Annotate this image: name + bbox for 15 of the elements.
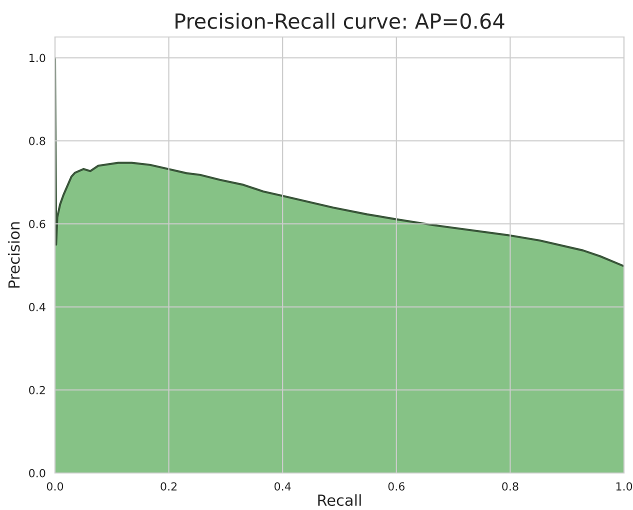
y-tick-label: 0.0 <box>29 468 46 478</box>
x-tick-label: 0.8 <box>502 482 518 491</box>
x-tick-label: 0.4 <box>274 482 291 491</box>
x-axis-title: Recall <box>318 494 361 506</box>
y-tick-label: 0.8 <box>29 136 46 146</box>
x-tick-label: 0.2 <box>160 482 177 491</box>
y-tick-label: 0.6 <box>29 220 46 228</box>
chart-title: Precision-Recall curve: AP=0.64 <box>176 12 504 29</box>
y-tick-label: 1.0 <box>30 54 46 62</box>
y-tick-label: 0.4 <box>29 302 46 312</box>
y-axis-title: Precision <box>8 222 20 288</box>
x-tick-label: 1.0 <box>616 482 632 491</box>
y-tick-label: 0.2 <box>29 386 45 394</box>
x-tick-label: 0.0 <box>46 482 64 491</box>
x-tick-label: 0.6 <box>388 482 405 491</box>
